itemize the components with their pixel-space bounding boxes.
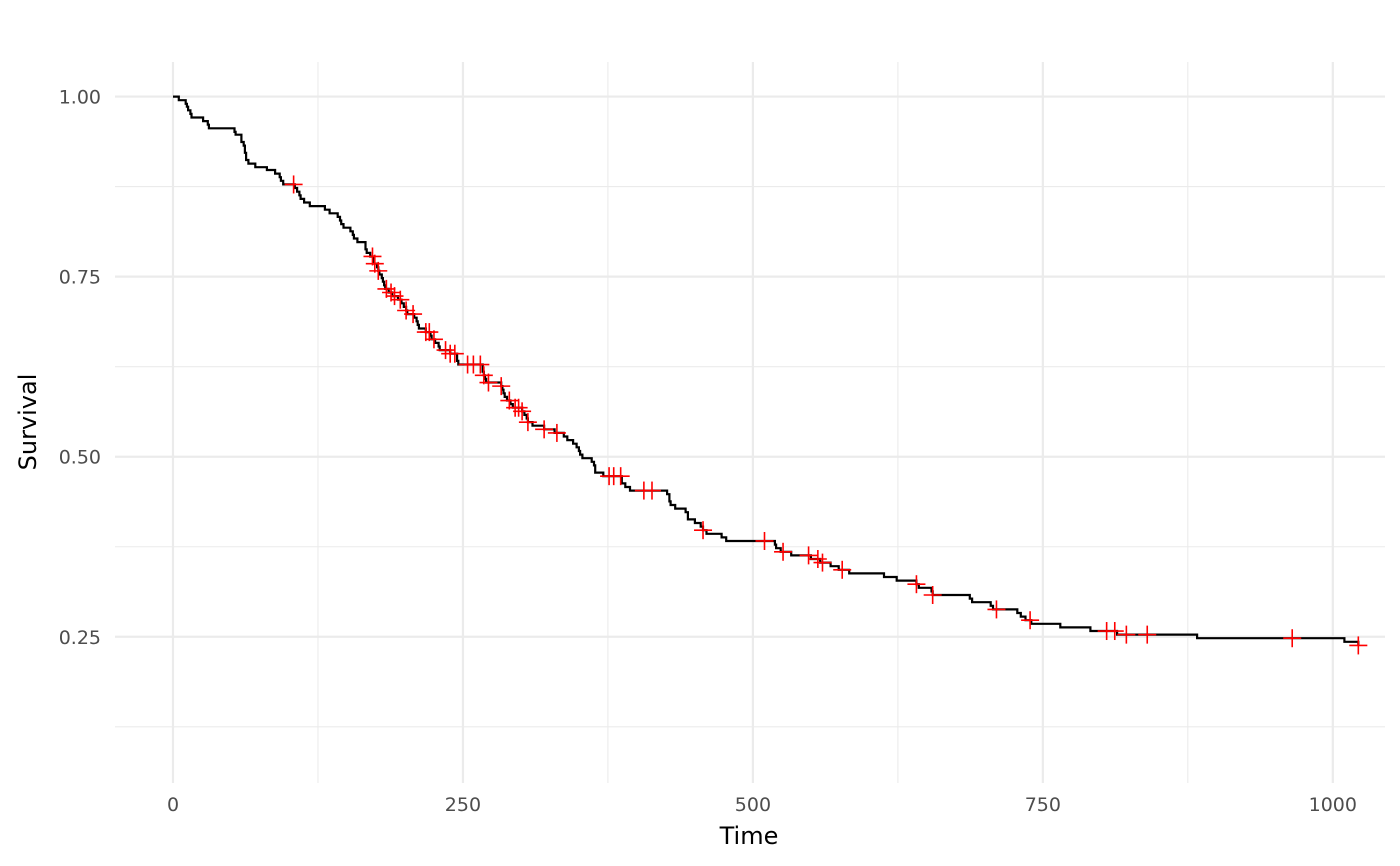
censor-mark <box>1021 611 1040 630</box>
censor-mark <box>471 355 490 374</box>
censor-mark <box>445 344 464 363</box>
x-tick-label: 250 <box>445 794 481 816</box>
censor-mark <box>1349 636 1368 655</box>
survival-step-line <box>173 95 1360 646</box>
censor-marks-group <box>284 175 1368 655</box>
censor-mark <box>923 586 942 605</box>
censor-mark <box>509 398 528 417</box>
censor-mark <box>363 247 382 266</box>
censor-mark <box>813 553 832 572</box>
censor-mark <box>513 402 532 421</box>
x-axis-title: Time <box>719 822 779 850</box>
censor-mark <box>547 423 566 442</box>
axis-ticks: 0 250 500 750 1000 0.25 0.50 0.75 1.00 <box>59 87 1357 816</box>
censor-mark <box>424 330 443 349</box>
censor-mark <box>535 420 554 439</box>
x-tick-label: 1000 <box>1309 794 1357 816</box>
x-tick-label: 0 <box>167 794 179 816</box>
y-tick-label: 1.00 <box>59 87 101 109</box>
y-tick-label: 0.50 <box>59 447 101 469</box>
censor-mark <box>382 283 401 302</box>
censor-mark <box>774 542 793 561</box>
censor-mark <box>518 413 537 432</box>
censor-mark <box>391 290 410 309</box>
y-tick-label: 0.25 <box>59 627 101 649</box>
censor-mark <box>987 600 1006 619</box>
censor-mark <box>404 305 423 324</box>
censor-mark <box>492 377 511 396</box>
censor-mark <box>611 467 630 486</box>
censor-mark <box>1283 629 1302 648</box>
censor-mark <box>694 521 713 540</box>
censor-mark <box>808 549 827 568</box>
censor-mark <box>833 560 852 579</box>
censor-mark <box>1138 625 1157 644</box>
x-tick-label: 500 <box>735 794 771 816</box>
censor-mark <box>1105 622 1124 641</box>
censor-mark <box>479 373 498 392</box>
censor-mark <box>397 301 416 320</box>
censor-mark <box>284 175 303 194</box>
censor-mark <box>755 531 774 550</box>
grid-lines <box>115 62 1385 783</box>
censor-mark <box>1117 625 1136 644</box>
y-tick-label: 0.75 <box>59 267 101 289</box>
censor-mark <box>642 481 661 500</box>
censor-mark <box>799 546 818 565</box>
x-tick-label: 750 <box>1025 794 1061 816</box>
censor-mark <box>420 323 439 342</box>
censor-mark <box>474 366 493 385</box>
survival-curve-group <box>173 95 1360 646</box>
y-axis-title: Survival <box>14 374 42 471</box>
censor-mark <box>436 341 455 360</box>
censor-mark <box>369 261 388 280</box>
censor-mark <box>365 254 384 273</box>
censor-mark <box>907 575 926 594</box>
censor-mark <box>377 279 396 298</box>
